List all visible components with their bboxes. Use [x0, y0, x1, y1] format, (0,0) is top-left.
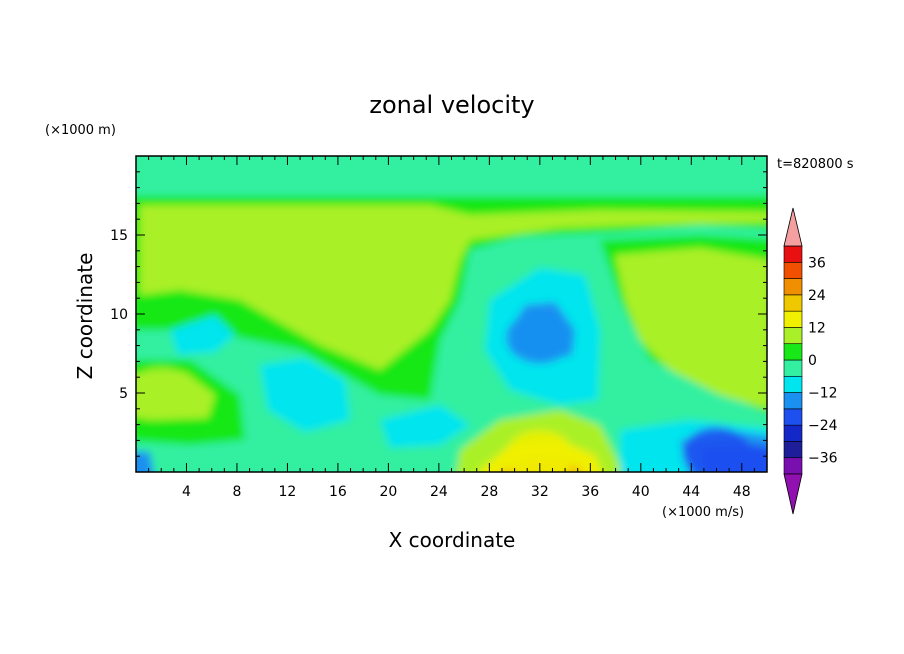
- colorbar-tick-label: 0: [808, 353, 817, 369]
- colorbar-swatch: [783, 408, 803, 426]
- y-unit-label: (×1000 m): [45, 123, 116, 138]
- x-tick-label: 36: [581, 484, 599, 500]
- colorbar-swatch: [783, 392, 803, 410]
- colorbar-over-arrow: [783, 207, 803, 247]
- colorbar-swatch: [783, 310, 803, 328]
- field-feature: [682, 427, 751, 472]
- colorbar: −36 −24 −12 0 12 24 36: [783, 207, 838, 515]
- colorbar-swatch: [783, 294, 803, 312]
- x-tick-label: 44: [682, 484, 700, 500]
- colorbar-swatch: [783, 278, 803, 296]
- chart-title: zonal velocity: [369, 91, 534, 119]
- colorbar-swatch: [783, 424, 803, 442]
- plot-area: [136, 156, 767, 472]
- colorbar-under-arrow: [783, 473, 803, 515]
- x-tick-label: 48: [733, 484, 751, 500]
- field-feature: [505, 430, 574, 472]
- field-feature: [657, 288, 726, 340]
- field-feature: [136, 367, 196, 419]
- field-feature: [505, 311, 574, 364]
- colorbar-swatch: [783, 245, 803, 263]
- y-axis-label: Z coordinate: [73, 253, 97, 380]
- colorbar-tick-label: 24: [808, 288, 826, 304]
- field-region: [260, 358, 350, 432]
- x-tick-label: 12: [279, 484, 297, 500]
- y-tick-label: 5: [119, 386, 128, 402]
- colorbar-swatch: [783, 261, 803, 279]
- colorbar-tick-label: 12: [808, 320, 826, 336]
- colorbar-swatch: [783, 457, 803, 475]
- colorbar-swatch: [783, 327, 803, 345]
- y-tick-label: 15: [110, 228, 128, 244]
- x-tick-label: 32: [531, 484, 549, 500]
- colorbar-swatch: [783, 359, 803, 377]
- x-tick-label: 4: [182, 484, 191, 500]
- time-label: t=820800 s: [777, 157, 854, 172]
- colorbar-swatch: [783, 441, 803, 459]
- x-tick-label: 40: [632, 484, 650, 500]
- x-tick-label: 8: [232, 484, 241, 500]
- x-tick-label: 20: [379, 484, 397, 500]
- colorbar-tick-label: 36: [808, 255, 826, 271]
- colorbar-swatch: [783, 343, 803, 361]
- x-unit-label: (×1000 m/s): [662, 505, 744, 520]
- x-tick-label: 24: [430, 484, 448, 500]
- field-region: [170, 315, 235, 355]
- colorbar-swatch: [783, 375, 803, 393]
- colorbar-tick-label: −12: [808, 386, 838, 402]
- x-tick-label: 28: [480, 484, 498, 500]
- x-tick-label: 16: [329, 484, 347, 500]
- colorbar-tick-label: −24: [808, 418, 838, 434]
- field-region: [380, 405, 470, 448]
- y-tick-label: 10: [110, 307, 128, 323]
- field-region: [136, 451, 154, 472]
- colorbar-tick-label: −36: [808, 451, 838, 467]
- x-axis-label: X coordinate: [389, 528, 516, 552]
- y-axis: 5 10 15: [110, 171, 767, 457]
- field-region: [140, 205, 767, 370]
- x-axis: 4 8 12 16 20 24 28 32 36 40 44 48: [148, 156, 755, 500]
